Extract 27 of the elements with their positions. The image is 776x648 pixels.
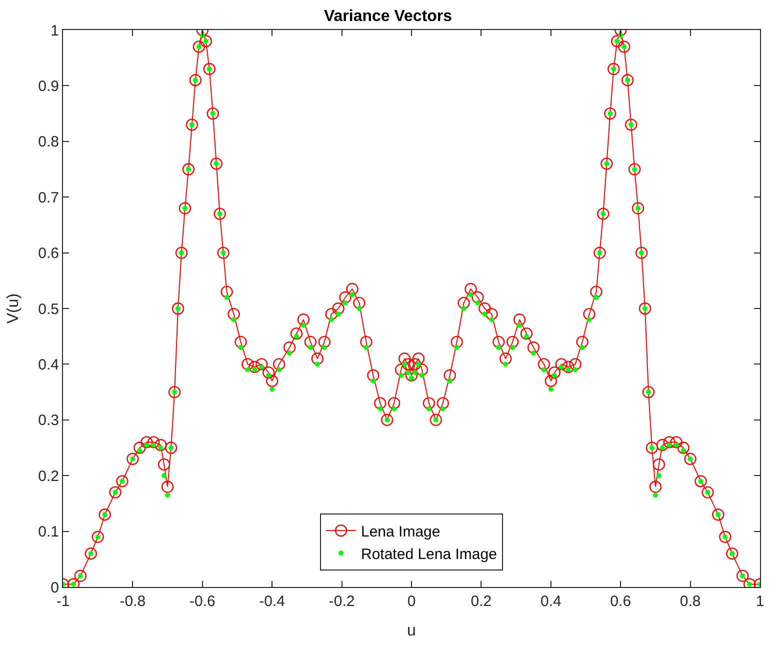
y-tick-label: 0.8 bbox=[38, 134, 59, 151]
y-tick-label: 0 bbox=[50, 579, 59, 596]
x-tick-label: -0.2 bbox=[328, 593, 355, 610]
y-tick-label: 0.5 bbox=[38, 300, 59, 318]
x-tick-label: -0.4 bbox=[259, 593, 286, 610]
x-tick-label: -1 bbox=[56, 593, 70, 610]
y-tick-label: 0.7 bbox=[38, 189, 59, 206]
x-tick-label: -0.8 bbox=[120, 593, 146, 610]
x-axis-title: u bbox=[407, 622, 416, 640]
x-tick-label: 0.2 bbox=[470, 593, 492, 610]
y-tick-label: 0.1 bbox=[38, 524, 59, 541]
y-tick-label: 1 bbox=[50, 22, 59, 40]
y-tick-label: 0.9 bbox=[38, 78, 59, 95]
x-tick-label: 0.8 bbox=[680, 593, 701, 610]
y-axis-title: V(u) bbox=[5, 293, 22, 324]
legend-label: Rotated Lena Image bbox=[361, 546, 497, 563]
y-tick-label: 0.4 bbox=[38, 356, 59, 374]
x-tick-label: 0 bbox=[407, 593, 416, 610]
y-tick-label: 0.2 bbox=[38, 468, 59, 485]
x-tick-label: 0.6 bbox=[610, 593, 632, 610]
chart-title: Variance Vectors bbox=[324, 8, 452, 25]
x-tick-label: -0.6 bbox=[189, 593, 216, 610]
x-tick-label: 1 bbox=[756, 593, 764, 610]
y-tick-label: 0.6 bbox=[38, 245, 59, 262]
y-tick-label: 0.3 bbox=[38, 412, 59, 430]
legend-label: Lena Image bbox=[361, 523, 440, 540]
x-tick-label: 0.4 bbox=[540, 593, 562, 610]
